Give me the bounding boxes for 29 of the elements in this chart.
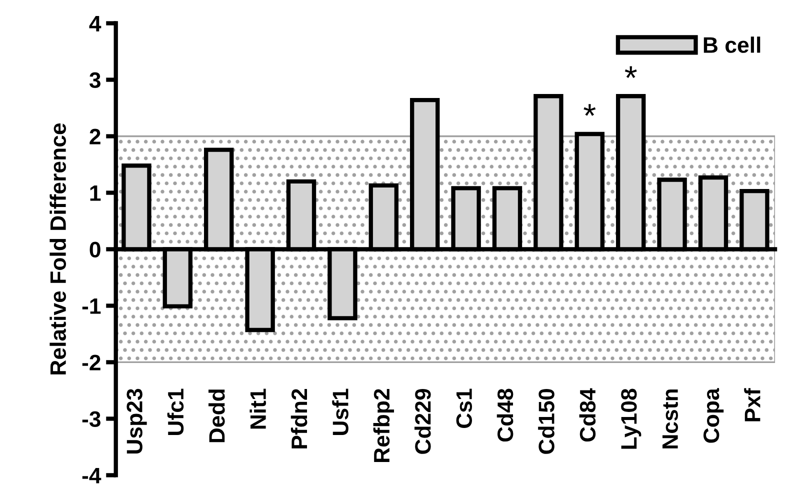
y-axis-title: Relative Fold Difference: [50, 123, 66, 374]
x-tick-label: Dedd: [208, 390, 225, 442]
x-tick-label: Ly108: [621, 388, 642, 449]
y-tick-label: 0: [90, 242, 100, 258]
x-tick-label: Copa: [703, 388, 724, 443]
y-tick-label: 4: [89, 16, 102, 32]
x-tick-label: Cd229: [414, 388, 431, 454]
x-tick-label: Usf1: [332, 388, 348, 435]
y-tick-label: -1: [82, 298, 101, 314]
annotation: *: [624, 66, 637, 78]
x-tick-label: Cs1: [456, 388, 472, 428]
x-tick-label: Cd84: [579, 388, 596, 442]
y-tick-label: -2: [82, 354, 100, 370]
y-tick-label: -4: [82, 468, 102, 484]
annotation: *: [584, 104, 596, 116]
x-tick-label: Pfdn2: [290, 389, 308, 448]
x-tick-label: Refbp2: [373, 389, 394, 462]
x-tick-label: Usp23: [126, 388, 147, 454]
y-tick-label: -3: [82, 411, 100, 428]
y-tick-label: 1: [90, 186, 101, 201]
y-tick-label: 2: [90, 128, 100, 144]
y-tick-label: 3: [89, 72, 100, 88]
x-tick-label: Ncstn: [662, 389, 678, 448]
x-tick-label: Pxf: [744, 388, 760, 422]
x-tick-label: Cd48: [496, 388, 514, 442]
x-tick-label: Ufc1: [167, 388, 184, 435]
x-tick-label: Cd150: [538, 389, 554, 454]
legend-label: B cell: [704, 36, 760, 53]
x-tick-label: Nit1: [250, 388, 266, 429]
